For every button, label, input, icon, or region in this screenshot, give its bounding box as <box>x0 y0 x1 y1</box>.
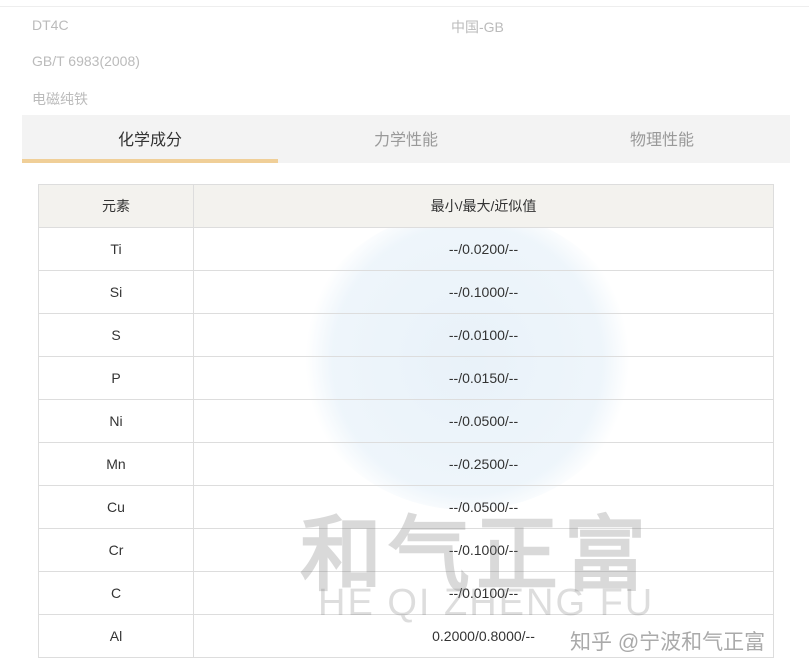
value-cell: --/0.0500/-- <box>193 485 774 529</box>
header-value: 最小/最大/近似值 <box>193 184 774 228</box>
value-cell: --/0.0100/-- <box>193 571 774 615</box>
table-row: S --/0.0100/-- <box>38 313 774 357</box>
element-cell: C <box>38 571 194 615</box>
tab-bar: 化学成分 力学性能 物理性能 <box>22 115 790 163</box>
table-row: Ti --/0.0200/-- <box>38 227 774 271</box>
element-cell: Si <box>38 270 194 314</box>
tab-mechanical[interactable]: 力学性能 <box>373 132 438 149</box>
header-element: 元素 <box>38 184 194 228</box>
table-row: Cr --/0.1000/-- <box>38 528 774 572</box>
element-cell: Ni <box>38 399 194 443</box>
element-cell: Al <box>38 614 194 658</box>
element-cell: P <box>38 356 194 400</box>
element-cell: Mn <box>38 442 194 486</box>
value-cell: 0.2000/0.8000/-- <box>193 614 774 658</box>
value-cell: --/0.2500/-- <box>193 442 774 486</box>
element-cell: Ti <box>38 227 194 271</box>
tab-chemical[interactable]: 化学成分 <box>22 115 278 163</box>
table-row: P --/0.0150/-- <box>38 356 774 400</box>
value-cell: --/0.0500/-- <box>193 399 774 443</box>
value-cell: --/0.0150/-- <box>193 356 774 400</box>
divider <box>0 6 809 7</box>
table-row: Si --/0.1000/-- <box>38 270 774 314</box>
value-cell: --/0.0100/-- <box>193 313 774 357</box>
table-row: Mn --/0.2500/-- <box>38 442 774 486</box>
value-cell: --/0.1000/-- <box>193 528 774 572</box>
element-cell: Cr <box>38 528 194 572</box>
table-row: Al 0.2000/0.8000/-- <box>38 614 774 658</box>
value-cell: --/0.0200/-- <box>193 227 774 271</box>
table-header-row: 元素 最小/最大/近似值 <box>38 184 774 228</box>
element-cell: S <box>38 313 194 357</box>
element-cell: Cu <box>38 485 194 529</box>
grade: DT4C <box>32 17 69 33</box>
standard: GB/T 6983(2008) <box>32 53 140 69</box>
category: 电磁纯铁 <box>32 91 88 107</box>
table-row: Cu --/0.0500/-- <box>38 485 774 529</box>
value-cell: --/0.1000/-- <box>193 270 774 314</box>
tab-physical[interactable]: 物理性能 <box>629 132 694 149</box>
table-row: Ni --/0.0500/-- <box>38 399 774 443</box>
country: 中国-GB <box>451 19 504 35</box>
table-row: C --/0.0100/-- <box>38 571 774 615</box>
composition-table: 元素 最小/最大/近似值 Ti --/0.0200/-- Si --/0.1000/-… <box>38 184 774 658</box>
